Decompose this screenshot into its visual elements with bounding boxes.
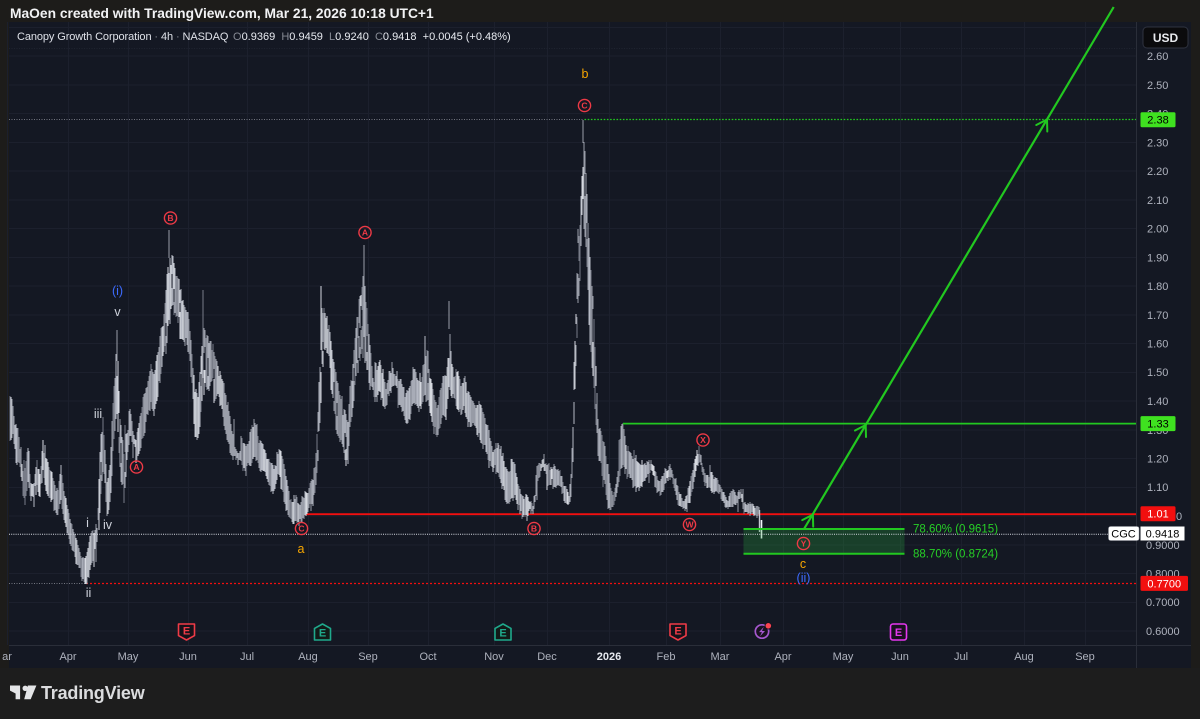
svg-text:2.10: 2.10: [1147, 195, 1168, 207]
svg-text:78.60% (0.9615): 78.60% (0.9615): [913, 524, 998, 536]
svg-text:1.60: 1.60: [1147, 339, 1168, 351]
svg-text:b: b: [582, 67, 589, 81]
svg-text:C: C: [298, 524, 304, 534]
svg-text:1.01: 1.01: [1147, 509, 1168, 521]
svg-text:0: 0: [1176, 511, 1182, 523]
svg-text:iii: iii: [94, 407, 102, 421]
svg-text:1.90: 1.90: [1147, 252, 1168, 264]
svg-text:c: c: [800, 557, 806, 571]
svg-text:Sep: Sep: [1075, 651, 1095, 663]
svg-text:ar: ar: [2, 651, 12, 663]
svg-text:1.80: 1.80: [1147, 281, 1168, 293]
svg-text:Mar: Mar: [711, 651, 730, 663]
svg-text:A: A: [362, 228, 368, 238]
svg-text:May: May: [833, 651, 854, 663]
svg-text:(i): (i): [112, 284, 123, 298]
svg-text:Apr: Apr: [774, 651, 791, 663]
svg-text:0.9000: 0.9000: [1146, 540, 1180, 552]
svg-text:2.30: 2.30: [1147, 137, 1168, 149]
svg-text:88.70% (0.8724): 88.70% (0.8724): [913, 549, 998, 561]
svg-text:(ii): (ii): [797, 571, 811, 585]
svg-text:E: E: [674, 626, 681, 638]
svg-text:Feb: Feb: [657, 651, 676, 663]
svg-text:1.33: 1.33: [1147, 419, 1168, 431]
svg-text:A: A: [133, 462, 139, 472]
svg-text:Oct: Oct: [419, 651, 436, 663]
svg-text:E: E: [499, 628, 506, 640]
svg-text:2.00: 2.00: [1147, 224, 1168, 236]
svg-text:0.7700: 0.7700: [1147, 578, 1181, 590]
svg-text:1.70: 1.70: [1147, 310, 1168, 322]
svg-text:Dec: Dec: [537, 651, 557, 663]
svg-text:W: W: [685, 520, 694, 530]
svg-text:Jul: Jul: [240, 651, 254, 663]
svg-text:ii: ii: [86, 586, 92, 600]
svg-text:0.6000: 0.6000: [1146, 626, 1180, 638]
svg-text:TradingView: TradingView: [41, 683, 146, 703]
svg-text:2.60: 2.60: [1147, 51, 1168, 63]
svg-text:X: X: [700, 435, 706, 445]
svg-text:1.40: 1.40: [1147, 396, 1168, 408]
svg-text:Sep: Sep: [358, 651, 378, 663]
svg-text:B: B: [531, 524, 537, 534]
svg-text:Y: Y: [801, 539, 807, 549]
svg-text:Apr: Apr: [59, 651, 76, 663]
svg-text:v: v: [114, 305, 121, 319]
svg-text:1.50: 1.50: [1147, 367, 1168, 379]
svg-text:Aug: Aug: [298, 651, 318, 663]
svg-text:Jun: Jun: [891, 651, 909, 663]
svg-text:Aug: Aug: [1014, 651, 1034, 663]
svg-text:2.20: 2.20: [1147, 166, 1168, 178]
svg-text:Jul: Jul: [954, 651, 968, 663]
svg-text:B: B: [167, 213, 173, 223]
svg-text:2026: 2026: [597, 651, 621, 663]
svg-text:i: i: [86, 516, 89, 530]
svg-text:1.10: 1.10: [1147, 482, 1168, 494]
svg-text:iv: iv: [103, 518, 113, 532]
svg-text:May: May: [118, 651, 139, 663]
svg-text:0.7000: 0.7000: [1146, 597, 1180, 609]
svg-text:E: E: [183, 626, 190, 638]
svg-text:Jun: Jun: [179, 651, 197, 663]
svg-text:E: E: [895, 627, 902, 639]
svg-text:a: a: [298, 542, 305, 556]
svg-text:2.50: 2.50: [1147, 80, 1168, 92]
svg-text:Nov: Nov: [484, 651, 504, 663]
svg-text:USD: USD: [1153, 31, 1179, 45]
svg-text:1.20: 1.20: [1147, 454, 1168, 466]
svg-text:C: C: [581, 101, 587, 111]
svg-text:0.9418: 0.9418: [1146, 528, 1180, 540]
svg-text:CGC: CGC: [1111, 528, 1136, 540]
svg-text:E: E: [319, 628, 326, 640]
svg-text:2.38: 2.38: [1147, 115, 1168, 127]
